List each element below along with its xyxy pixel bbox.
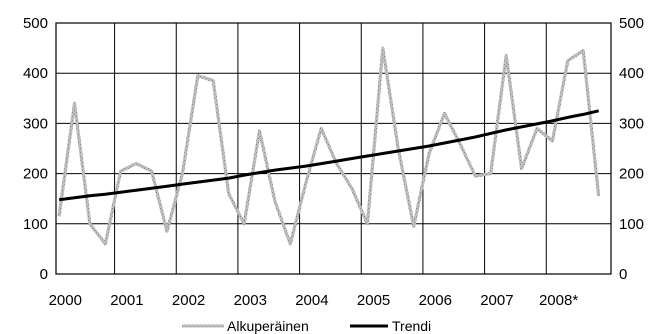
x-tick-label: 2005 <box>357 292 390 309</box>
x-tick-label: 2001 <box>110 292 143 309</box>
y-tick-label-right: 400 <box>619 65 644 82</box>
y-tick-label-right: 300 <box>619 115 644 132</box>
y-tick-label-right: 100 <box>619 216 644 233</box>
y-tick-label-right: 200 <box>619 166 644 183</box>
series-layer <box>57 46 601 246</box>
x-tick-label: 2008* <box>539 292 578 309</box>
x-tick-label: 2004 <box>295 292 328 309</box>
legend-label-trendi: Trendi <box>392 318 431 334</box>
series-line-alkuperainen <box>57 46 601 246</box>
x-tick-label: 2003 <box>234 292 267 309</box>
y-tick-label-left: 0 <box>40 266 48 283</box>
x-tick-label: 2007 <box>480 292 513 309</box>
y-tick-label-left: 200 <box>23 166 48 183</box>
y-tick-label-right: 0 <box>619 266 627 283</box>
y-tick-label-left: 400 <box>23 65 48 82</box>
axes: 0 100 200 300 400 500 0 100 200 300 400 500 2000 2001… <box>23 15 644 309</box>
y-tick-label-left: 100 <box>23 216 48 233</box>
legend-label-alkuperainen: Alkuperäinen <box>227 318 309 334</box>
x-tick-label: 2000 <box>49 292 82 309</box>
legend: Alkuperäinen Trendi <box>182 318 431 334</box>
y-tick-label-right: 500 <box>619 15 644 32</box>
x-tick-label: 2002 <box>172 292 205 309</box>
series-line-trendi <box>58 109 600 202</box>
y-tick-label-left: 500 <box>23 15 48 32</box>
plot-frame <box>55 22 612 275</box>
y-tick-label-left: 300 <box>23 115 48 132</box>
x-tick-label: 2006 <box>419 292 452 309</box>
